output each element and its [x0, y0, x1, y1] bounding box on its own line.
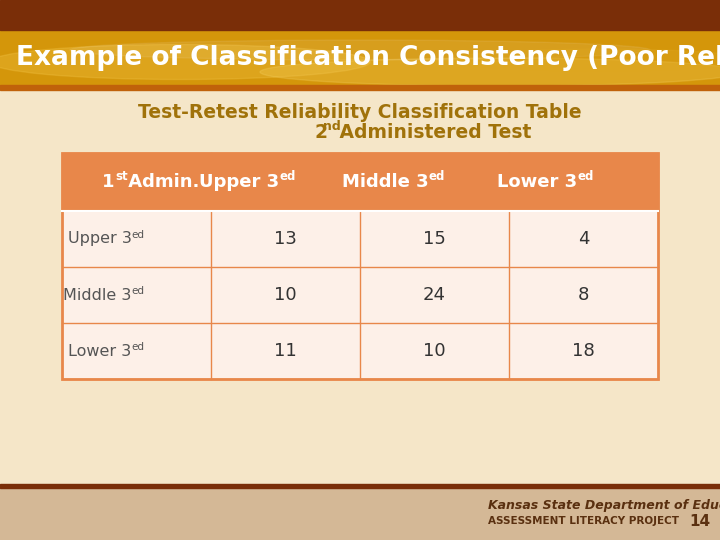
Text: Upper 3: Upper 3: [68, 232, 132, 246]
Bar: [0, 485, 720, 540]
Text: Middle 3: Middle 3: [63, 287, 132, 302]
Text: Example of Classification Consistency (Poor Reliability): Example of Classification Consistency (P…: [16, 45, 720, 71]
Bar: [0, 0, 720, 30]
Text: Upper 3: Upper 3: [199, 173, 279, 191]
Text: ed: ed: [428, 171, 445, 184]
Text: 2: 2: [314, 123, 327, 141]
Bar: [62, 153, 658, 211]
Text: ed: ed: [132, 230, 145, 240]
Bar: [0, 484, 720, 488]
Text: ed: ed: [132, 286, 145, 296]
Ellipse shape: [260, 58, 720, 86]
Bar: [62, 267, 658, 323]
Text: 14: 14: [690, 514, 711, 529]
Bar: [62, 211, 658, 267]
Bar: [0, 85, 720, 90]
Text: 11: 11: [274, 342, 297, 360]
Bar: [62, 153, 658, 379]
Ellipse shape: [450, 49, 720, 71]
Text: nd: nd: [323, 120, 341, 133]
Text: 10: 10: [423, 342, 446, 360]
Text: 18: 18: [572, 342, 595, 360]
Text: 1: 1: [102, 173, 114, 191]
Text: ASSESSMENT LITERACY PROJECT: ASSESSMENT LITERACY PROJECT: [488, 516, 679, 526]
Text: Kansas State Department of Education: Kansas State Department of Education: [488, 500, 720, 512]
Text: Lower 3: Lower 3: [68, 343, 132, 359]
Text: Admin.: Admin.: [122, 173, 199, 191]
Text: Administered Test: Administered Test: [333, 123, 531, 141]
Text: st: st: [115, 171, 128, 184]
Text: Middle 3: Middle 3: [342, 173, 428, 191]
Text: ed: ed: [279, 171, 296, 184]
Text: 4: 4: [577, 230, 589, 248]
Text: Lower 3: Lower 3: [498, 173, 577, 191]
Text: ed: ed: [132, 342, 145, 352]
Bar: [0, 30, 720, 87]
Text: 13: 13: [274, 230, 297, 248]
Text: 15: 15: [423, 230, 446, 248]
Text: 10: 10: [274, 286, 297, 304]
Bar: [62, 323, 658, 379]
Text: 24: 24: [423, 286, 446, 304]
Ellipse shape: [0, 44, 370, 79]
Text: 8: 8: [578, 286, 589, 304]
Ellipse shape: [70, 40, 650, 60]
Text: Test-Retest Reliability Classification Table: Test-Retest Reliability Classification T…: [138, 104, 582, 123]
Text: ed: ed: [577, 171, 594, 184]
